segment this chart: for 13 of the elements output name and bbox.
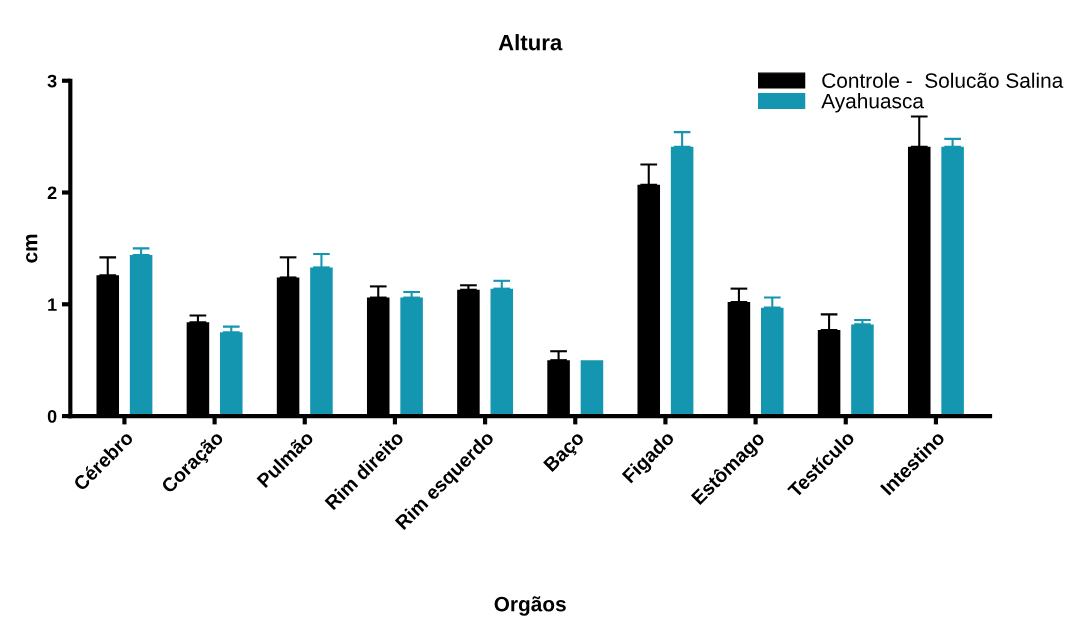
legend-label: Controle - Solucão Salina [822,72,1064,88]
chart-title: Altura [498,34,563,51]
y-tick-label: 3 [47,74,57,88]
y-tick-label: 1 [48,298,57,311]
y-tick-label: 0 [47,410,57,423]
y-tick-label: 2 [47,186,57,200]
y-axis-title: cm [26,234,38,263]
bar [400,297,423,417]
bar [580,360,604,417]
bar [851,324,874,417]
legend-label: Ayahuasca [821,93,924,113]
x-axis-title: Orgãos [494,596,566,616]
bar [220,332,243,417]
